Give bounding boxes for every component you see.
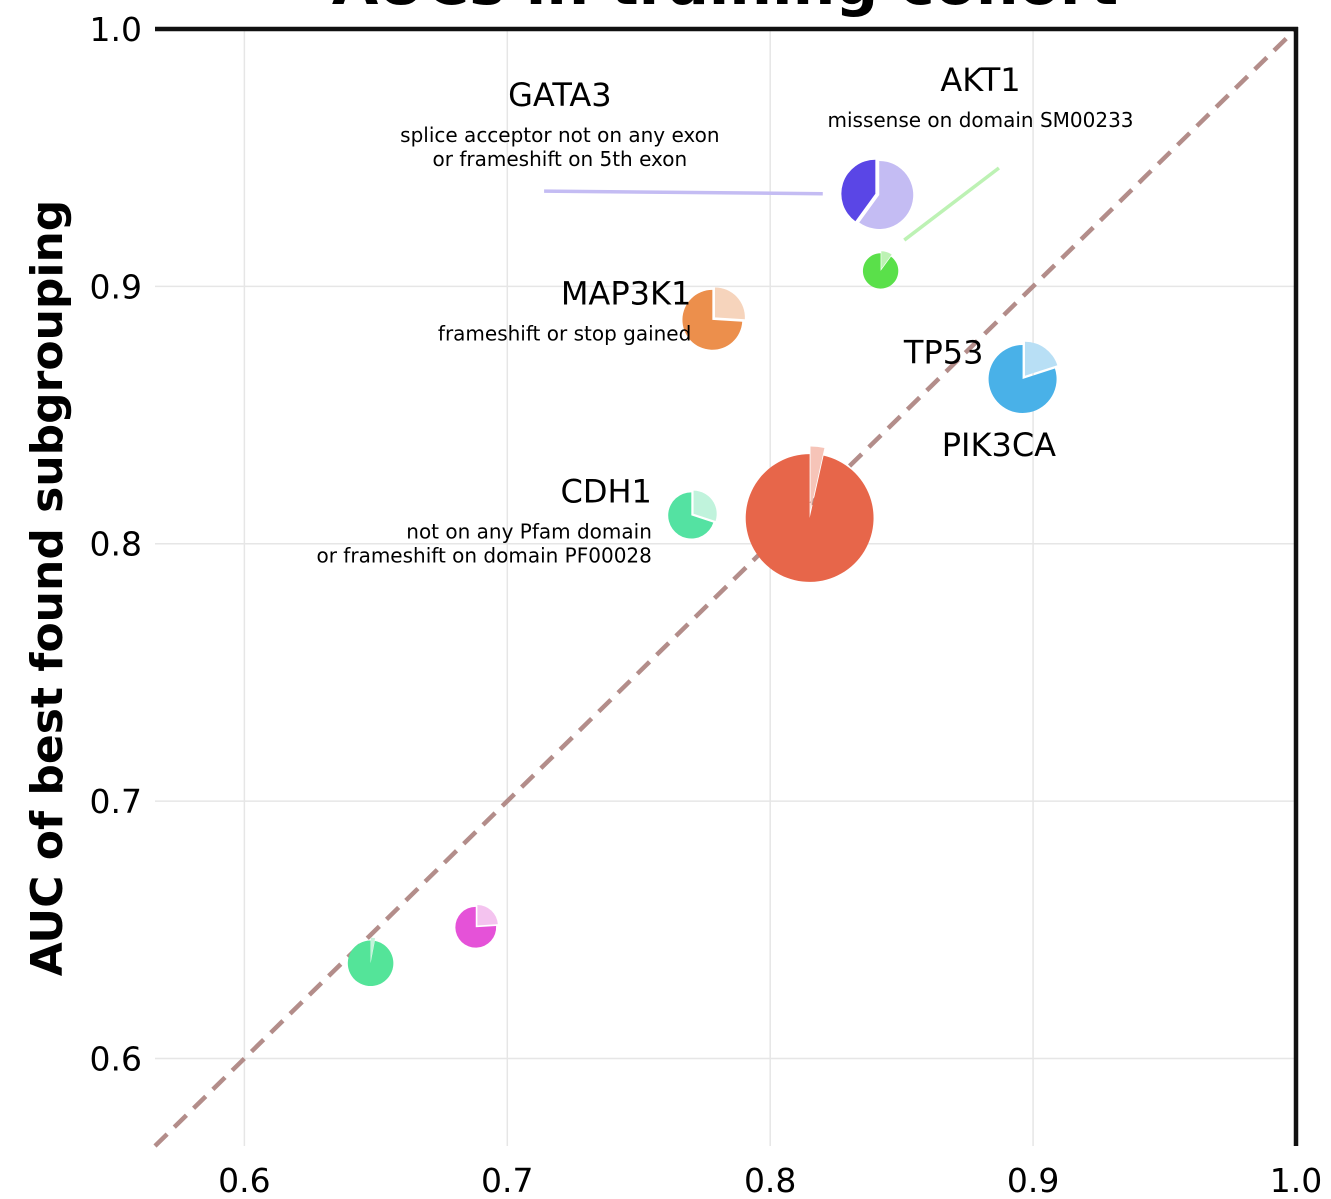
leader-line	[903, 166, 1000, 242]
x-tick-label: 0.6	[218, 1161, 270, 1199]
pie-marker	[862, 251, 899, 289]
chart-title: AUCs in training cohort	[332, 0, 1118, 19]
pie-slice-major	[455, 906, 497, 948]
pie-slice-minor	[477, 905, 498, 926]
pie-marker	[347, 937, 394, 987]
pie-slice-major	[841, 159, 876, 222]
pie-slice-major	[988, 345, 1057, 414]
y-tick-label: 1.0	[90, 10, 142, 49]
y-tick-label: 0.7	[90, 782, 142, 821]
mutation-description: not on any Pfam domain	[406, 520, 652, 544]
y-tick-label: 0.9	[90, 267, 142, 306]
pie-marker	[455, 905, 498, 948]
pie-slice-minor	[810, 446, 825, 511]
pie-slice-major	[745, 454, 874, 582]
pie-marker	[988, 341, 1058, 414]
pie-slice-major	[347, 940, 394, 987]
x-tick-label: 0.8	[744, 1161, 796, 1199]
tick-labels: 0.6 0.7 0.8 0.9 1.0 0.6 0.7 0.8 0.9 1.0	[90, 10, 1323, 1199]
gene-label: TP53	[903, 334, 984, 372]
gene-label: GATA3	[508, 76, 612, 114]
gene-label: AKT1	[940, 61, 1020, 99]
pie-slice-minor	[881, 251, 892, 269]
pie-slice-minor	[370, 937, 376, 961]
y-axis-label: AUC of best found subgrouping	[22, 200, 73, 977]
pie-marker	[841, 159, 914, 229]
mutation-description: or frameshift on domain PF00028	[316, 544, 651, 568]
axes	[155, 26, 1299, 1146]
data-points	[347, 159, 1058, 987]
pie-slice-minor	[1024, 341, 1058, 376]
mutation-description: or frameshift on 5th exon	[433, 147, 688, 171]
pie-slice-major	[668, 492, 714, 539]
pie-marker	[745, 446, 874, 582]
pie-marker	[668, 490, 717, 539]
pie-slice-minor	[693, 490, 717, 521]
y-tick-label: 0.6	[90, 1039, 142, 1078]
x-tick-label: 1.0	[1270, 1161, 1322, 1199]
pie-slice-minor	[714, 287, 745, 320]
pie-slice-major	[682, 289, 743, 350]
pie-slice-minor	[859, 160, 914, 229]
pie-slice-major	[862, 253, 899, 289]
mutation-description: frameshift or stop gained	[438, 321, 691, 345]
pie-marker	[682, 287, 745, 350]
x-tick-label: 0.7	[481, 1161, 533, 1199]
gene-label: MAP3K1	[561, 274, 692, 312]
leader-line	[544, 189, 823, 196]
gene-label: PIK3CA	[942, 426, 1056, 464]
x-tick-label: 0.9	[1007, 1161, 1059, 1199]
mutation-description: missense on domain SM00233	[827, 108, 1133, 132]
diagonal-reference-line	[153, 27, 1298, 1148]
y-tick-label: 0.8	[90, 525, 142, 564]
mutation-description: splice acceptor not on any exon	[400, 123, 719, 147]
gene-label: CDH1	[560, 473, 651, 511]
